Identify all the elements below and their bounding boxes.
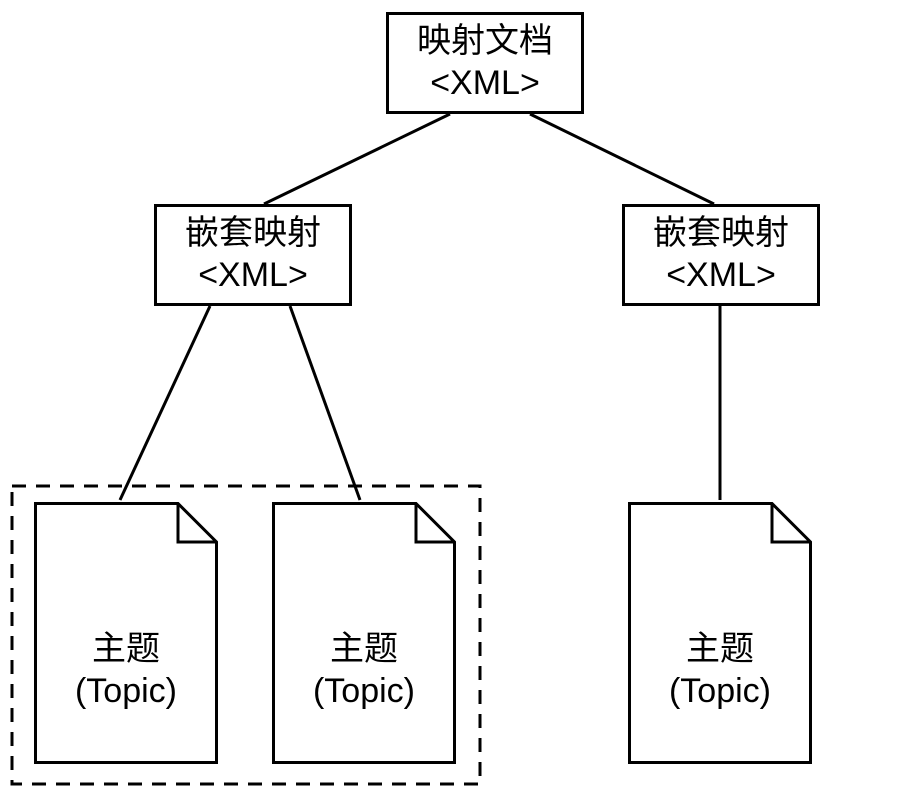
topic1-line1: 主题 (34, 630, 218, 671)
topic1-line2: (Topic) (34, 671, 218, 712)
root-node-line2: <XML> (430, 63, 540, 104)
topic2-line2: (Topic) (272, 671, 456, 712)
topic1-label: 主题 (Topic) (34, 630, 218, 712)
root-node-line1: 映射文档 (417, 22, 553, 63)
topic3-label: 主题 (Topic) (628, 630, 812, 712)
nested-right-line2: <XML> (666, 255, 776, 296)
topic-document-2: 主题 (Topic) (272, 502, 456, 764)
root-node: 映射文档 <XML> (386, 12, 584, 114)
nested-map-right-node: 嵌套映射 <XML> (622, 204, 820, 306)
topic3-line2: (Topic) (628, 671, 812, 712)
topic-document-3: 主题 (Topic) (628, 502, 812, 764)
nested-left-line1: 嵌套映射 (185, 214, 321, 255)
topic3-line1: 主题 (628, 630, 812, 671)
topic-document-1: 主题 (Topic) (34, 502, 218, 764)
topic2-label: 主题 (Topic) (272, 630, 456, 712)
diagram-canvas: 映射文档 <XML> 嵌套映射 <XML> 嵌套映射 <XML> 主题 (Top… (0, 0, 904, 808)
nested-right-line1: 嵌套映射 (653, 214, 789, 255)
nested-map-left-node: 嵌套映射 <XML> (154, 204, 352, 306)
nested-left-line2: <XML> (198, 255, 308, 296)
topic2-line1: 主题 (272, 630, 456, 671)
